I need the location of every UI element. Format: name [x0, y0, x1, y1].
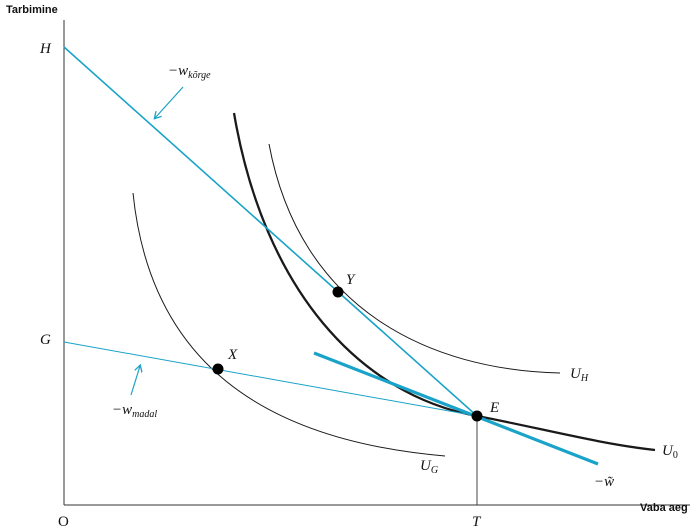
y-tick-G: G: [40, 332, 51, 348]
point-X-label: X: [227, 347, 238, 363]
origin-label: O: [58, 514, 69, 529]
budget-line-high-wage: [63, 46, 478, 417]
tangent-wage-label: −w̃: [594, 474, 614, 490]
point-E-marker: [471, 410, 483, 422]
indifference-curve-UH: [268, 143, 561, 374]
low-wage-label: −wmadal: [112, 402, 157, 420]
indifference-curve-UG: [132, 192, 446, 457]
indifference-curve-U0: [232, 112, 656, 452]
x-tick-T: T: [472, 514, 482, 529]
point-X-marker: [212, 363, 224, 375]
curve-U0-label: U0: [662, 443, 678, 461]
tangent-wage-line: [313, 351, 599, 466]
low-wage-arrow: [130, 366, 140, 396]
point-Y-marker: [332, 286, 344, 298]
y-axis-title: Tarbimine: [6, 4, 58, 16]
x-axis-title: Vaba aeg: [640, 502, 688, 514]
point-Y-label: Y: [346, 272, 356, 288]
budget-line-low-wage: [63, 341, 478, 417]
high-wage-arrow: [155, 86, 184, 118]
y-tick-H: H: [39, 41, 52, 57]
curve-UG-label: UG: [420, 458, 438, 476]
curve-UH-label: UH: [570, 366, 589, 384]
high-wage-label: −wkõrge: [168, 63, 211, 81]
point-E-label: E: [489, 400, 499, 416]
